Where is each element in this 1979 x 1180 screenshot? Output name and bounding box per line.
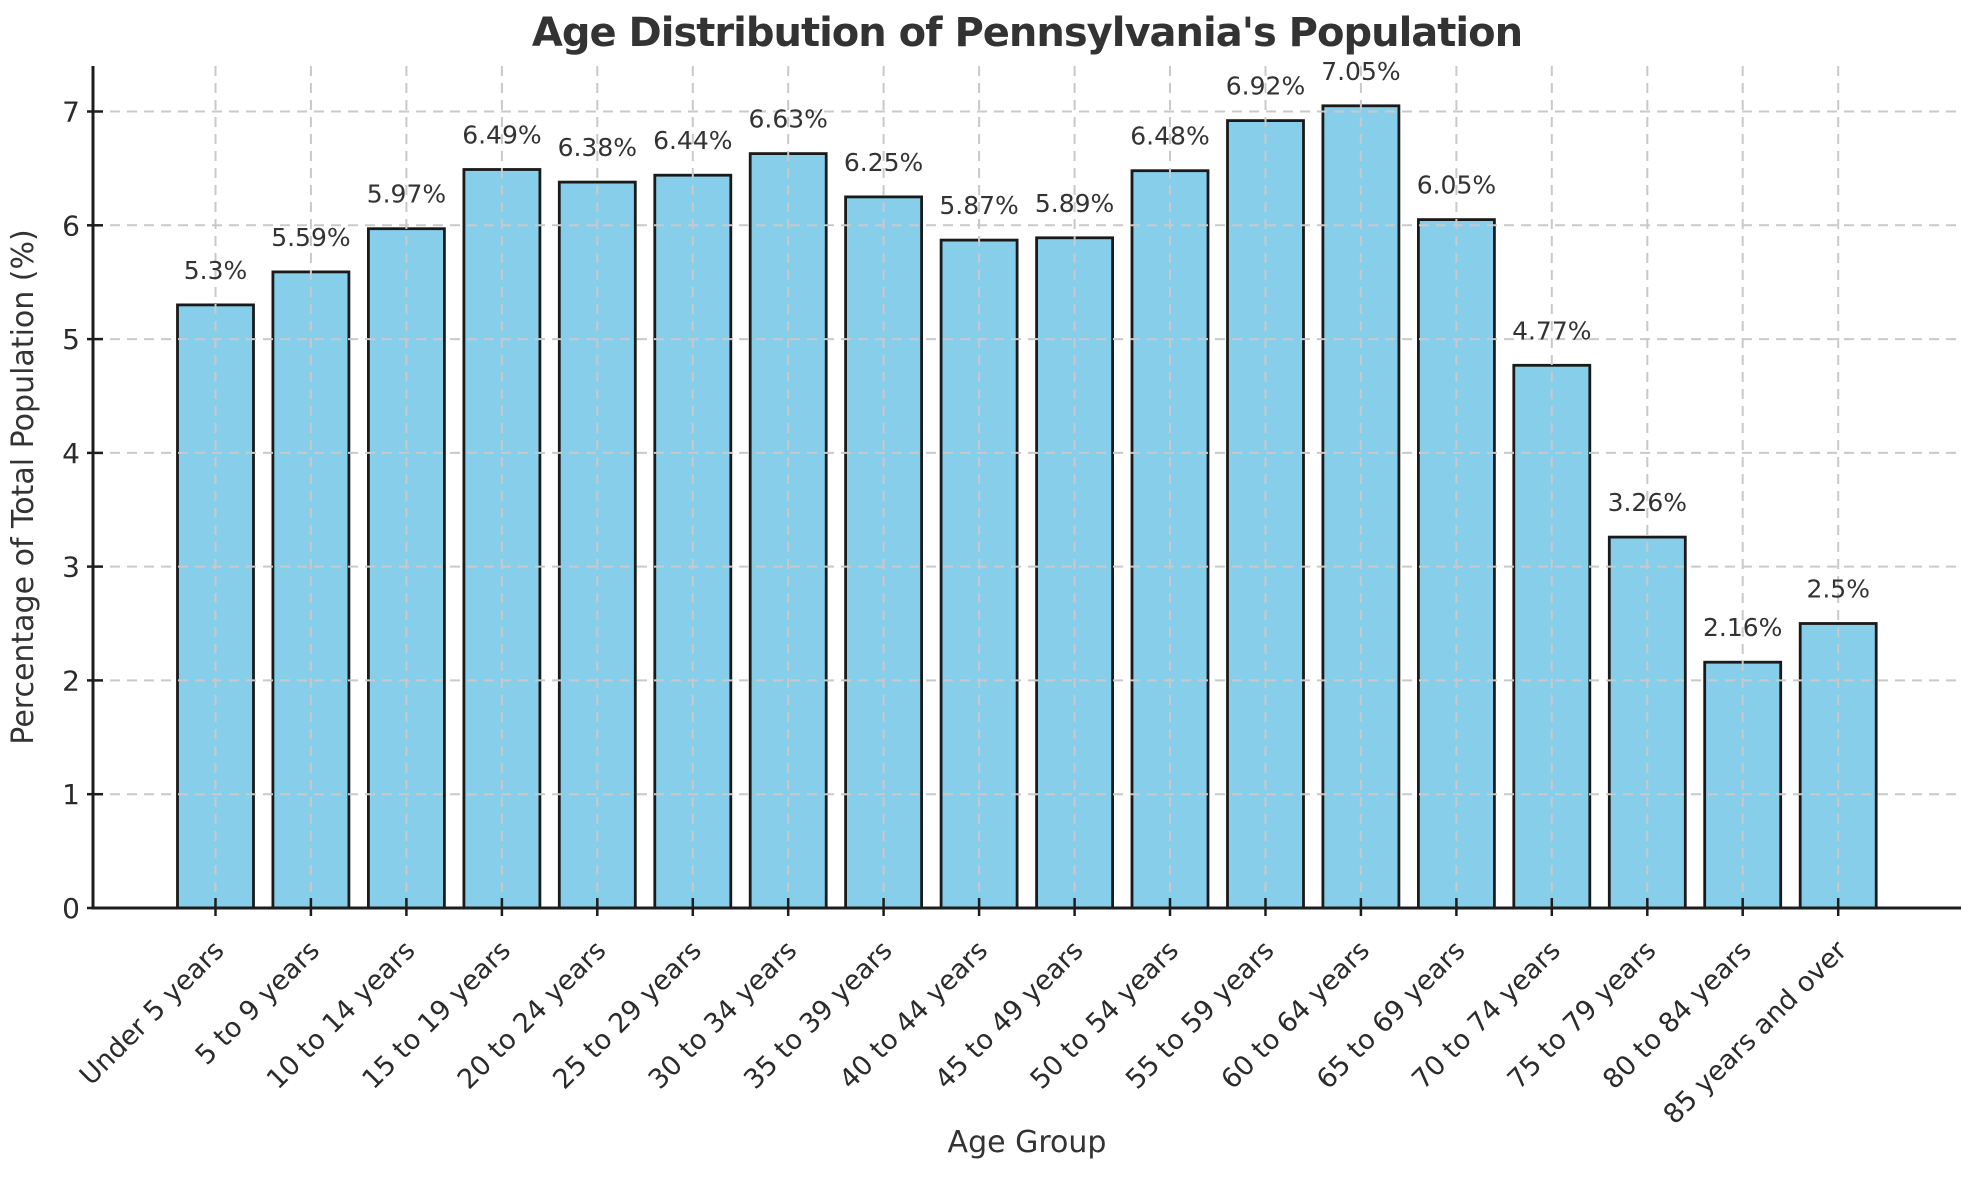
y-tick-label: 6 xyxy=(62,209,80,242)
bar-value-label: 4.77% xyxy=(1512,316,1591,345)
x-axis-title: Age Group xyxy=(948,1125,1107,1160)
grid-group xyxy=(93,66,1961,908)
bars-group xyxy=(176,104,1878,910)
y-tick-label: 3 xyxy=(62,551,80,584)
bar-value-label: 6.44% xyxy=(653,126,732,155)
bar-value-label: 6.49% xyxy=(462,121,541,150)
chart-title: Age Distribution of Pennsylvania's Popul… xyxy=(532,10,1522,56)
y-tick-label: 5 xyxy=(62,323,80,356)
y-tick-label: 7 xyxy=(62,96,80,129)
bar-value-label: 6.25% xyxy=(844,148,923,177)
y-tick-label: 2 xyxy=(62,664,80,697)
x-tick-label: Under 5 years xyxy=(74,935,231,1092)
bar-value-label: 5.97% xyxy=(367,180,446,209)
bar-value-label: 5.89% xyxy=(1035,189,1114,218)
bar-value-label: 6.63% xyxy=(748,105,827,134)
y-tick-label: 1 xyxy=(62,778,80,811)
bar-value-label: 5.3% xyxy=(184,256,248,285)
bar-value-label: 5.59% xyxy=(271,223,350,252)
bar xyxy=(1035,236,1114,910)
bar-value-labels-group: 5.3% 5.59% 5.97% 6.49% 6.38% 6.44% 6.63% 6.25% 5… xyxy=(184,57,1870,642)
bar-value-label: 6.92% xyxy=(1226,72,1305,101)
bar-value-label: 2.5% xyxy=(1806,575,1870,604)
bar-value-label: 6.48% xyxy=(1130,122,1209,151)
bar-value-label: 6.05% xyxy=(1417,171,1496,200)
y-axis-title: Percentage of Total Population (%) xyxy=(6,229,41,744)
bar-value-label: 6.38% xyxy=(558,133,637,162)
bar-value-label: 7.05% xyxy=(1321,57,1400,86)
x-tick-label: 85 years and over xyxy=(1658,934,1854,1130)
y-tick-label: 0 xyxy=(62,892,80,925)
bar-value-label: 5.87% xyxy=(939,191,1018,220)
bar xyxy=(271,270,351,910)
axes-group xyxy=(87,66,1961,916)
bar-value-label: 2.16% xyxy=(1703,613,1782,642)
bar-value-label: 3.26% xyxy=(1608,488,1687,517)
y-tick-label: 4 xyxy=(62,437,80,470)
bar xyxy=(176,303,255,910)
